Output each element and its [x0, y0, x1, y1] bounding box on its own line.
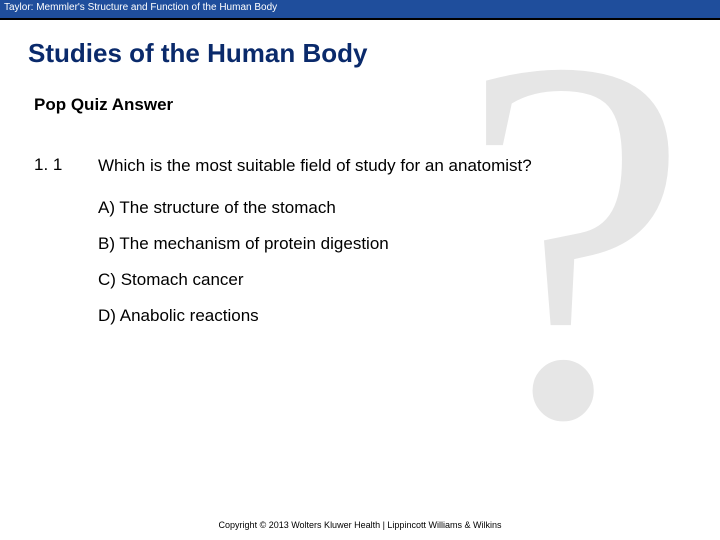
header-text: Taylor: Memmler's Structure and Function… [4, 2, 277, 13]
option-text: Stomach cancer [121, 270, 244, 289]
question-text: Which is the most suitable field of stud… [98, 155, 532, 178]
copyright-footer: Copyright © 2013 Wolters Kluwer Health |… [0, 520, 720, 530]
option-letter: A) [98, 198, 115, 217]
slide-content: Studies of the Human Body Pop Quiz Answe… [0, 20, 720, 326]
question-row: 1. 1 Which is the most suitable field of… [34, 155, 692, 178]
option-c: C) Stomach cancer [98, 270, 692, 290]
option-b: B) The mechanism of protein digestion [98, 234, 692, 254]
slide-title: Studies of the Human Body [28, 38, 692, 69]
option-letter: D) [98, 306, 116, 325]
option-text: The structure of the stomach [119, 198, 335, 217]
slide-subtitle: Pop Quiz Answer [34, 95, 692, 115]
option-letter: C) [98, 270, 116, 289]
options-list: A) The structure of the stomach B) The m… [98, 198, 692, 326]
option-d: D) Anabolic reactions [98, 306, 692, 326]
option-letter: B) [98, 234, 115, 253]
option-text: Anabolic reactions [120, 306, 259, 325]
option-a: A) The structure of the stomach [98, 198, 692, 218]
question-number: 1. 1 [34, 155, 98, 178]
option-text: The mechanism of protein digestion [119, 234, 388, 253]
